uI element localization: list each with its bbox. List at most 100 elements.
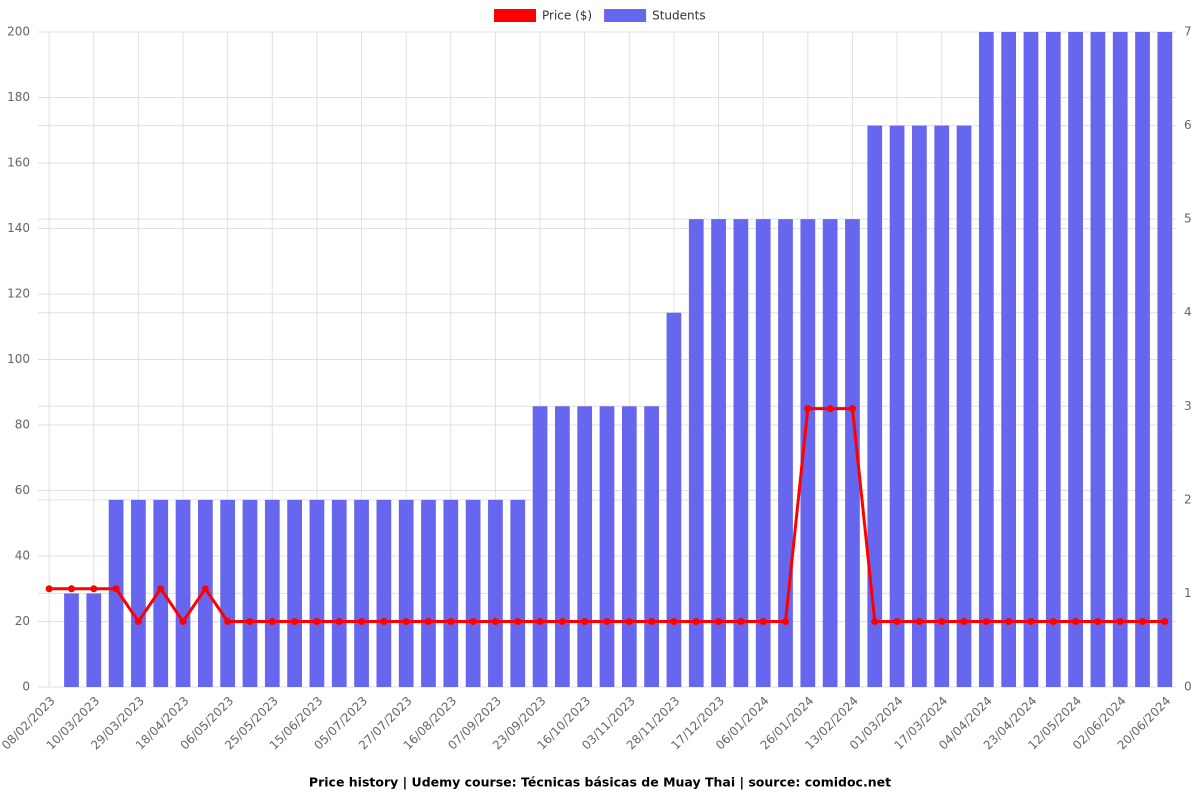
y2-tick-label: 4 <box>1184 305 1192 319</box>
y-tick-label: 20 <box>15 614 30 628</box>
bar <box>153 499 169 687</box>
point <box>380 618 388 625</box>
point <box>558 618 566 625</box>
point <box>268 618 276 625</box>
point <box>1116 618 1124 625</box>
bar <box>934 125 950 688</box>
point <box>804 405 812 413</box>
point <box>960 618 968 625</box>
y2-tick-label: 2 <box>1184 492 1192 506</box>
point <box>469 618 477 625</box>
point <box>625 618 633 625</box>
bar <box>822 219 838 687</box>
bar <box>688 219 704 687</box>
bar <box>376 499 392 687</box>
bar <box>1157 32 1173 687</box>
point <box>915 618 923 625</box>
point <box>759 618 767 625</box>
bar <box>978 32 994 687</box>
bar <box>1112 32 1128 687</box>
point <box>1049 618 1057 625</box>
y-tick-label: 0 <box>22 680 30 694</box>
y-tick-label: 140 <box>7 221 30 235</box>
bar <box>1068 32 1083 687</box>
bar <box>733 219 749 687</box>
bar <box>577 406 593 687</box>
point <box>715 618 723 625</box>
legend-swatch <box>494 9 536 22</box>
bar <box>64 593 79 687</box>
point <box>514 618 522 625</box>
chart-title: Price history | Udemy course: Técnicas b… <box>309 775 891 790</box>
bar <box>1023 32 1039 687</box>
bar <box>108 499 124 687</box>
y-tick-label: 100 <box>7 352 30 366</box>
bar <box>1045 32 1061 687</box>
bar <box>354 499 369 687</box>
point <box>45 585 53 593</box>
point <box>90 585 98 593</box>
y2-tick-label: 6 <box>1184 118 1192 132</box>
bar <box>86 593 102 687</box>
point <box>134 618 142 625</box>
point <box>1161 618 1169 625</box>
y-tick-label: 60 <box>15 483 30 497</box>
bar <box>621 406 637 687</box>
legend-swatch <box>604 9 647 22</box>
bar <box>309 499 325 687</box>
y-tick-label: 160 <box>7 156 30 170</box>
y-tick-label: 200 <box>7 25 30 39</box>
bar <box>175 499 191 687</box>
bar <box>555 406 570 687</box>
point <box>826 405 834 413</box>
bar <box>443 499 459 687</box>
y-tick-label: 80 <box>15 418 30 432</box>
bar <box>599 406 615 687</box>
point <box>491 618 499 625</box>
point <box>871 618 879 625</box>
y2-tick-label: 5 <box>1184 212 1192 226</box>
point <box>938 618 946 625</box>
point <box>670 618 678 625</box>
bar <box>510 499 526 687</box>
bar <box>197 499 213 687</box>
bar <box>956 125 972 688</box>
bar <box>666 312 682 687</box>
y2-tick-label: 0 <box>1184 680 1192 694</box>
y2-tick-label: 1 <box>1184 586 1192 600</box>
point <box>179 618 187 625</box>
bar <box>867 125 883 688</box>
legend-label: Price ($) <box>542 9 592 23</box>
point <box>848 405 856 413</box>
point <box>536 618 544 625</box>
point <box>648 618 656 625</box>
point <box>447 618 455 625</box>
point <box>157 585 165 593</box>
point <box>1139 618 1147 625</box>
bar <box>532 406 548 687</box>
legend-label: Students <box>652 9 706 23</box>
point <box>313 618 321 625</box>
point <box>737 618 745 625</box>
point <box>402 618 410 625</box>
bar <box>1001 32 1017 687</box>
y-tick-label: 180 <box>7 90 30 104</box>
bar <box>287 499 302 687</box>
bar <box>465 499 481 687</box>
point <box>424 618 432 625</box>
point <box>335 618 343 625</box>
bar <box>242 499 258 687</box>
point <box>358 618 366 625</box>
point <box>112 585 120 593</box>
point <box>982 618 990 625</box>
bar <box>1135 32 1150 687</box>
y2-tick-label: 7 <box>1184 25 1192 39</box>
y-tick-label: 40 <box>15 549 30 563</box>
point <box>67 585 75 593</box>
bar <box>421 499 436 687</box>
bar <box>800 219 816 687</box>
bar <box>778 219 793 687</box>
point <box>581 618 589 625</box>
bar <box>488 499 503 687</box>
bar <box>845 219 860 687</box>
